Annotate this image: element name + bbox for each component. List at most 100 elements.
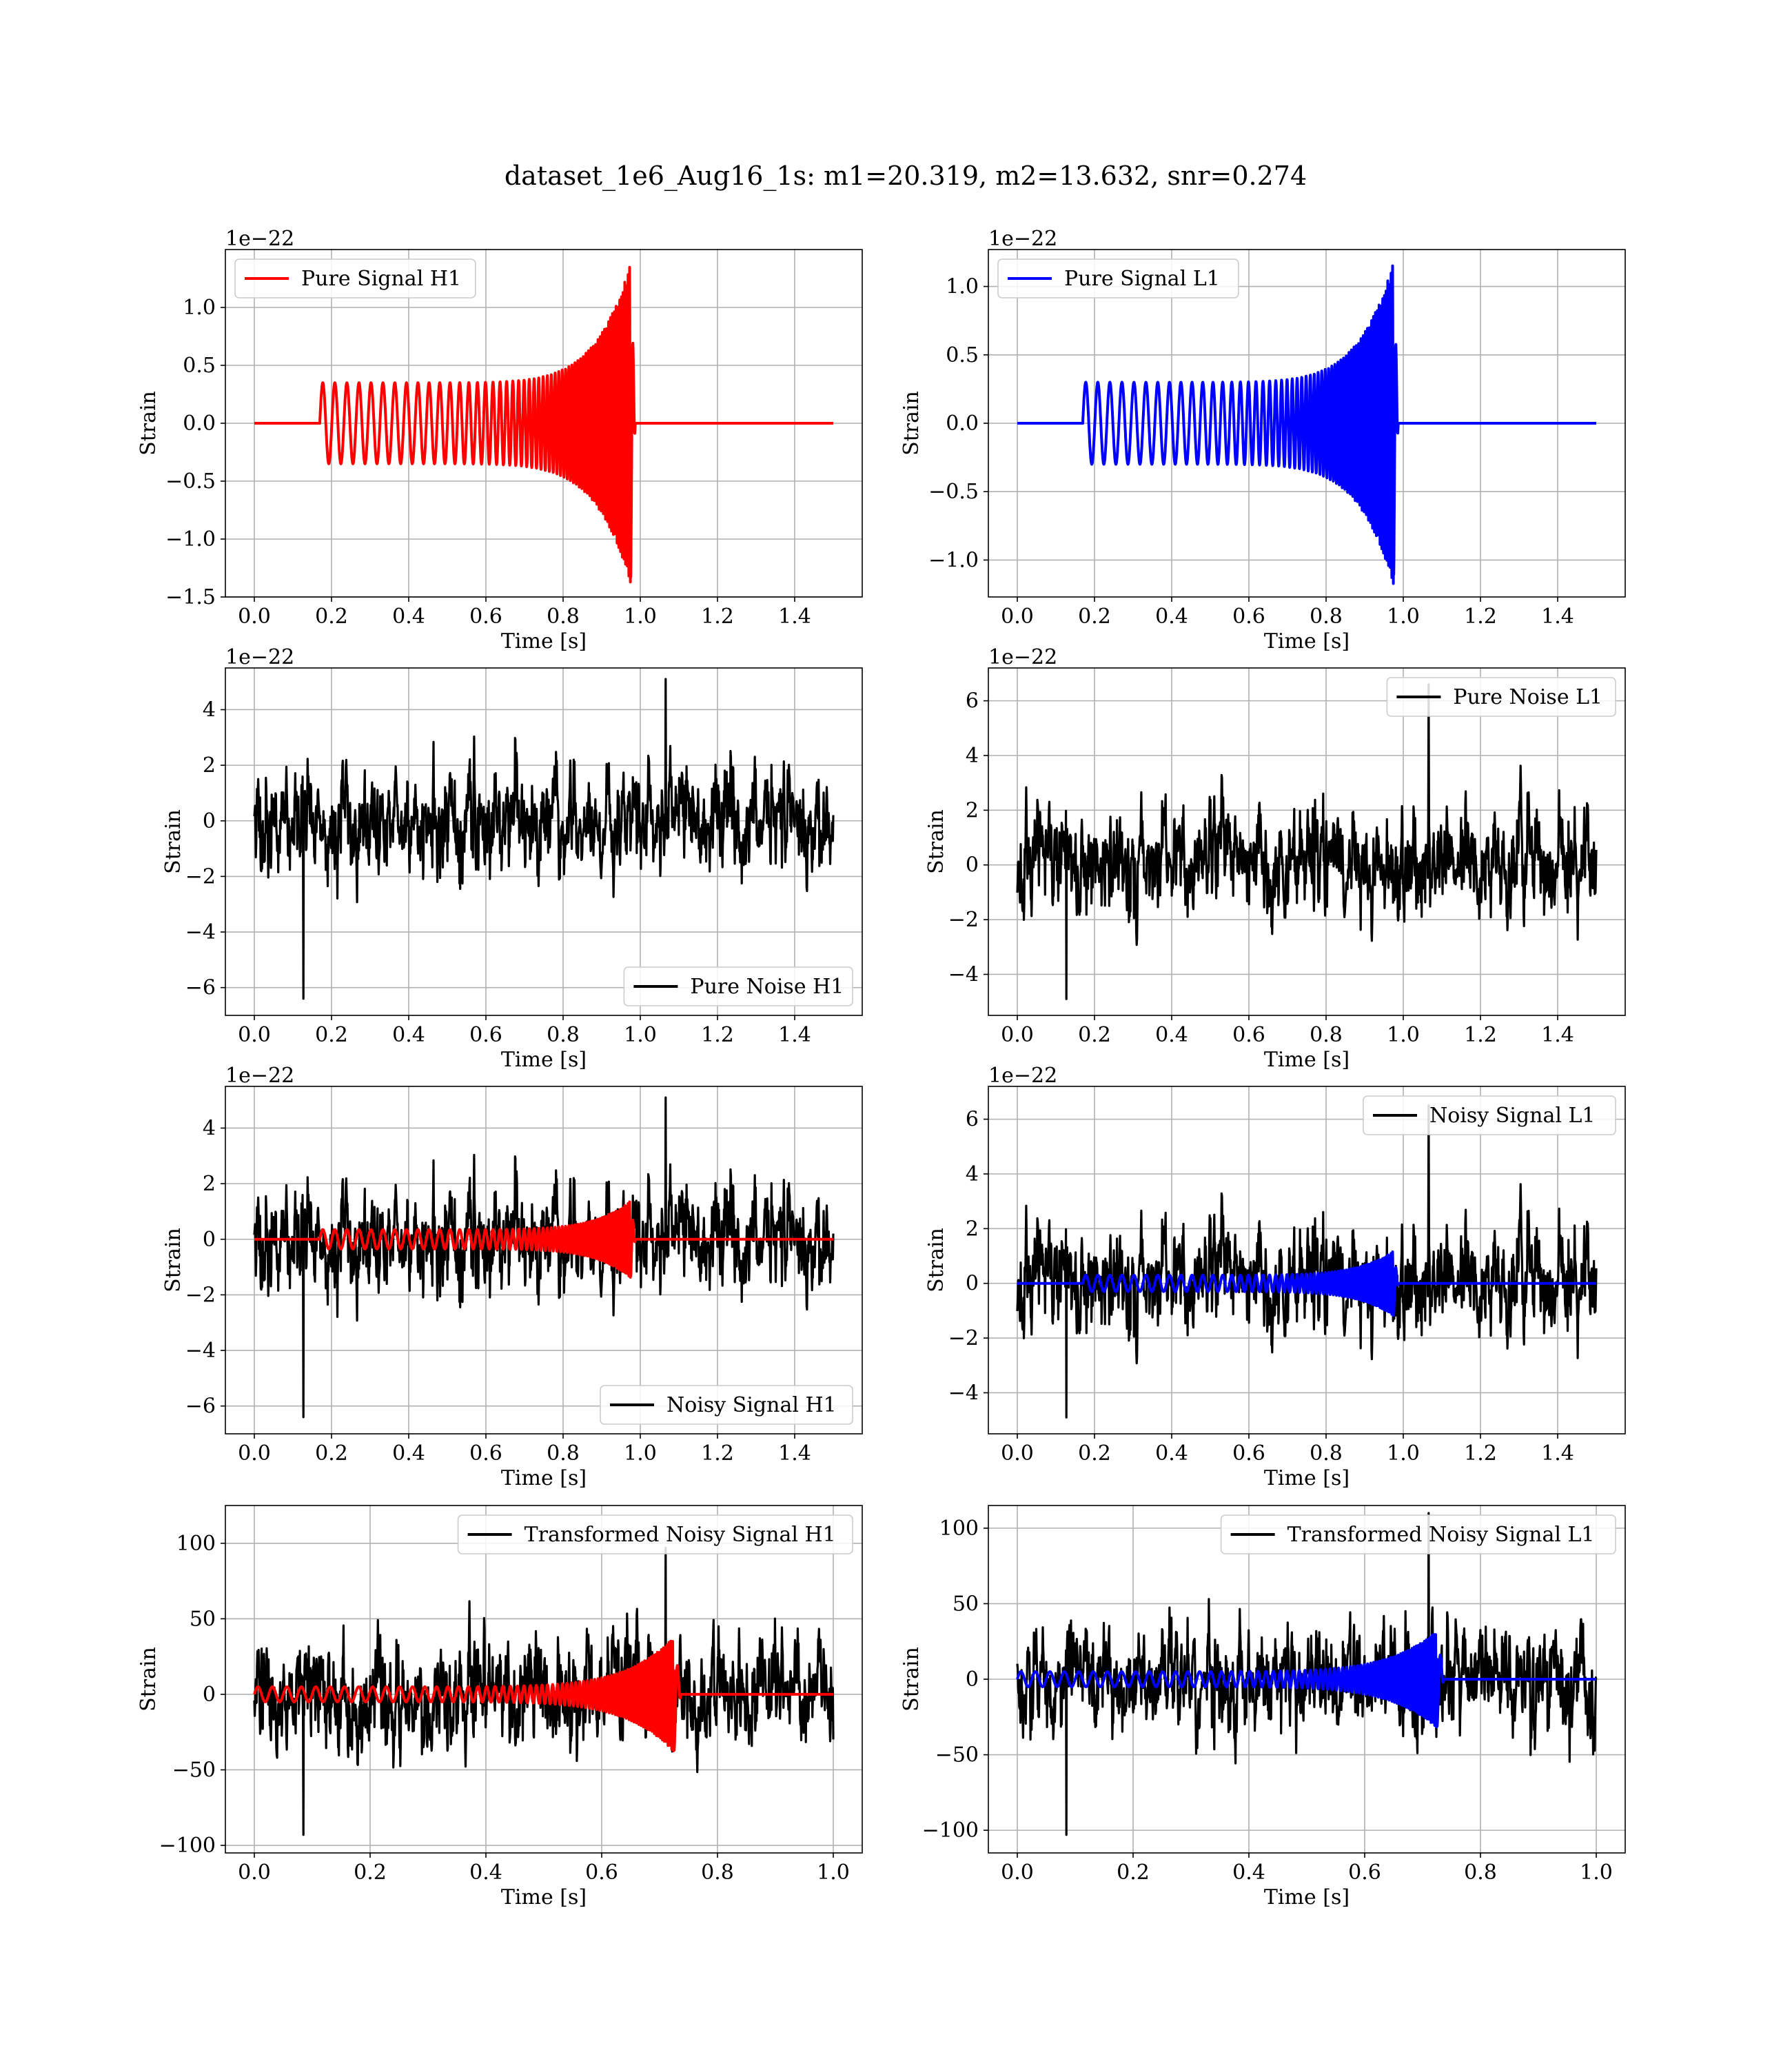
x-tick-label: 1.4: [1541, 1023, 1574, 1047]
y-tick-label: −100: [159, 1834, 216, 1858]
y-tick-label: −0.5: [165, 469, 216, 494]
x-axis-label: Time [s]: [501, 1048, 587, 1072]
subplot-pure_noise_h1: 0.0 0.2 0.4 0.6 0.8 1.0 1.2 1.4 −6 −4 −2 0 2 4 1e−22 Ti…: [161, 645, 863, 1072]
y-tick-label: 0: [966, 853, 979, 878]
x-tick-label: 0.2: [1117, 1861, 1150, 1885]
legend: Transformed Noisy Signal H1: [457, 1514, 853, 1554]
subplot-pure_noise_l1: 0.0 0.2 0.4 0.6 0.8 1.0 1.2 1.4 −4 −2 0 2 4 6 1e−22 Tim…: [924, 645, 1626, 1072]
x-tick-label: 1.0: [1387, 605, 1420, 629]
series-line-1: [1016, 683, 1598, 1000]
y-tick-label: −4: [948, 1381, 979, 1405]
y-tick-label: 0: [203, 809, 216, 833]
y-tick-label: 4: [966, 744, 979, 768]
subplot-noisy_signal_l1: 0.0 0.2 0.4 0.6 0.8 1.0 1.2 1.4 −4 −2 0 2 4 6 1e−22 Tim…: [924, 1064, 1626, 1490]
offset-text: 1e−22: [225, 645, 294, 669]
y-tick-label: −6: [185, 1395, 216, 1419]
x-tick-label: 0.8: [547, 605, 580, 629]
series-group: [1016, 1104, 1598, 1419]
legend: Pure Noise H1: [623, 966, 853, 1006]
y-tick-label: 0: [203, 1683, 216, 1707]
x-axis-label: Time [s]: [1264, 1466, 1350, 1490]
subplot-pure_signal_h1: 0.0 0.2 0.4 0.6 0.8 1.0 1.2 1.4 −1.5 −1.0 −0.5 0.0 0…: [136, 227, 863, 653]
legend: Noisy Signal H1: [600, 1385, 853, 1425]
x-tick-label: 0.4: [392, 1023, 425, 1047]
y-tick-label: 1.0: [183, 296, 216, 320]
y-axis-label: Strain: [161, 1228, 185, 1292]
y-axis-label: Strain: [136, 391, 161, 456]
x-tick-label: 0.0: [1001, 1023, 1034, 1047]
y-tick-label: 0: [966, 1667, 979, 1692]
legend-label: Noisy Signal L1: [1429, 1104, 1595, 1128]
series-line-2: [1016, 1250, 1598, 1317]
y-axis-label: Strain: [924, 809, 948, 874]
offset-text: 1e−22: [988, 1064, 1057, 1088]
y-tick-label: 0: [966, 1272, 979, 1296]
x-tick-label: 0.4: [392, 1441, 425, 1466]
x-tick-label: 0.2: [354, 1861, 387, 1885]
x-tick-label: 0.0: [238, 1441, 271, 1466]
y-tick-label: 2: [966, 1217, 979, 1241]
y-tick-label: 4: [203, 1116, 216, 1140]
x-axis-label: Time [s]: [1264, 1885, 1350, 1909]
y-tick-label: −1.5: [165, 585, 216, 609]
x-tick-label: 1.2: [701, 605, 734, 629]
y-tick-label: −50: [172, 1758, 216, 1782]
axes-frame: [988, 1086, 1626, 1435]
x-tick-label: 0.4: [1155, 1023, 1188, 1047]
x-tick-label: 1.2: [701, 1023, 734, 1047]
legend-box: [1220, 1514, 1616, 1554]
axes-frame: [988, 667, 1626, 1016]
x-tick-label: 0.6: [1232, 1023, 1265, 1047]
legend-label: Pure Noise H1: [690, 975, 844, 999]
offset-text: 1e−22: [988, 645, 1057, 669]
x-tick-label: 0.6: [1348, 1861, 1381, 1885]
x-tick-label: 1.4: [778, 1441, 811, 1466]
x-tick-label: 0.0: [1001, 605, 1034, 629]
series-line-2: [253, 1200, 835, 1279]
x-tick-label: 0.8: [1310, 1441, 1343, 1466]
legend-box: [1363, 1095, 1616, 1135]
x-tick-label: 0.4: [1155, 605, 1188, 629]
offset-text: 1e−22: [988, 227, 1057, 251]
legend-label: Pure Signal H1: [301, 267, 461, 291]
subplot-transformed_noisy_signal_l1: 0.0 0.2 0.4 0.6 0.8 1.0 −100 −50 0 50 100 Time [s] S…: [899, 1505, 1626, 1909]
y-tick-label: 6: [966, 689, 979, 713]
y-tick-label: 100: [176, 1532, 216, 1556]
x-axis-label: Time [s]: [501, 1885, 587, 1909]
series-line-2: [253, 1639, 835, 1752]
legend-label: Transformed Noisy Signal H1: [525, 1523, 836, 1547]
legend-box: [234, 258, 476, 298]
y-tick-label: −2: [948, 1326, 979, 1350]
y-tick-label: −100: [922, 1818, 979, 1843]
series-group: [253, 1096, 835, 1419]
y-axis-label: Strain: [899, 391, 924, 456]
x-tick-label: 0.0: [238, 605, 271, 629]
x-tick-label: 1.0: [817, 1861, 850, 1885]
x-tick-label: 0.2: [315, 1023, 348, 1047]
y-tick-label: −50: [935, 1743, 979, 1767]
offset-text: 1e−22: [225, 227, 294, 251]
legend-box: [457, 1514, 853, 1554]
x-tick-label: 0.0: [238, 1023, 271, 1047]
series-line-1: [253, 678, 835, 1000]
series-group: [253, 678, 835, 1000]
offset-text: 1e−22: [225, 1064, 294, 1088]
legend-box: [623, 966, 853, 1006]
x-tick-label: 0.2: [1078, 1441, 1111, 1466]
y-tick-label: −1.0: [928, 548, 979, 572]
y-tick-label: 2: [203, 1172, 216, 1196]
y-tick-label: 4: [203, 698, 216, 722]
figure-title: dataset_1e6_Aug16_1s: m1=20.319, m2=13.6…: [505, 161, 1307, 192]
x-axis-label: Time [s]: [501, 629, 587, 653]
series-group: [1016, 264, 1598, 585]
x-tick-label: 0.6: [469, 1441, 502, 1466]
x-tick-label: 1.2: [1464, 605, 1497, 629]
y-tick-label: −0.5: [928, 480, 979, 504]
x-tick-label: 0.6: [469, 1023, 502, 1047]
x-axis-label: Time [s]: [1264, 1048, 1350, 1072]
x-tick-label: 0.6: [1232, 1441, 1265, 1466]
legend: Noisy Signal L1: [1363, 1095, 1616, 1135]
x-tick-label: 1.0: [1387, 1441, 1420, 1466]
x-tick-label: 0.0: [1001, 1441, 1034, 1466]
